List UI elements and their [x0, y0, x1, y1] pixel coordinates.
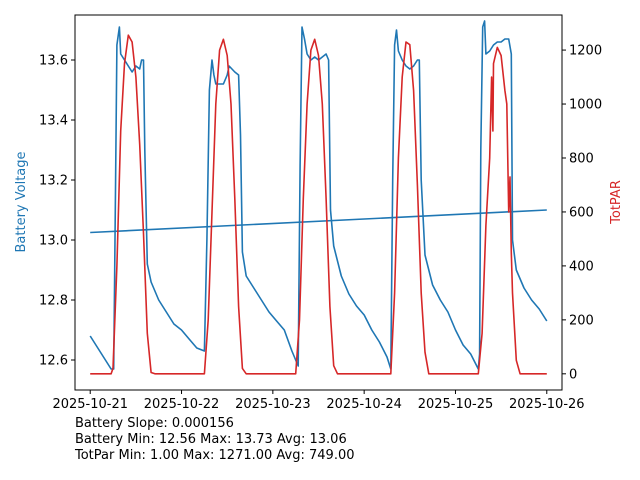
x-axis: 2025-10-21 2025-10-22 2025-10-23 2025-10-24… — [52, 390, 585, 412]
right-y-tick-label: 1200 — [569, 44, 602, 59]
left-y-tick-label: 13.6 — [39, 54, 68, 69]
battery-slope-text: Battery Slope: 0.000156 — [75, 416, 234, 431]
stats-text: Battery Slope: 0.000156 Battery Min: 12.… — [75, 416, 355, 464]
x-tick-label: 2025-10-21 — [52, 397, 128, 412]
series-layer — [89, 20, 548, 375]
totpar-line — [90, 34, 547, 375]
y-axis-right: 0 200 400 600 800 1000 1200 — [562, 44, 602, 382]
right-axis-title: TotPAR — [609, 180, 624, 225]
left-y-tick-label: 12.6 — [39, 354, 68, 369]
x-tick-label: 2025-10-25 — [418, 397, 494, 412]
left-axis-title: Battery Voltage — [14, 151, 29, 252]
y-axis-left: 12.6 12.8 13.0 13.2 13.4 13.6 — [39, 54, 75, 369]
right-y-tick-label: 800 — [569, 151, 594, 166]
right-y-tick-label: 600 — [569, 205, 594, 220]
x-tick-label: 2025-10-24 — [326, 397, 402, 412]
left-y-tick-label: 12.8 — [39, 294, 68, 309]
x-tick-label: 2025-10-23 — [235, 397, 311, 412]
right-y-tick-label: 1000 — [569, 98, 602, 113]
left-y-tick-label: 13.2 — [39, 174, 68, 189]
left-y-tick-label: 13.0 — [39, 234, 68, 249]
x-tick-label: 2025-10-26 — [509, 397, 585, 412]
left-y-tick-label: 13.4 — [39, 114, 68, 129]
plot-frame — [74, 14, 563, 391]
battery-voltage-line — [89, 20, 548, 370]
right-y-tick-label: 0 — [569, 367, 577, 382]
right-y-tick-label: 200 — [569, 313, 594, 328]
battery-trend-line — [90, 209, 547, 234]
totpar-stats-text: TotPar Min: 1.00 Max: 1271.00 Avg: 749.0… — [75, 448, 355, 463]
x-tick-label: 2025-10-22 — [144, 397, 220, 412]
battery-stats-text: Battery Min: 12.56 Max: 13.73 Avg: 13.06 — [75, 432, 347, 447]
right-y-tick-label: 400 — [569, 259, 594, 274]
